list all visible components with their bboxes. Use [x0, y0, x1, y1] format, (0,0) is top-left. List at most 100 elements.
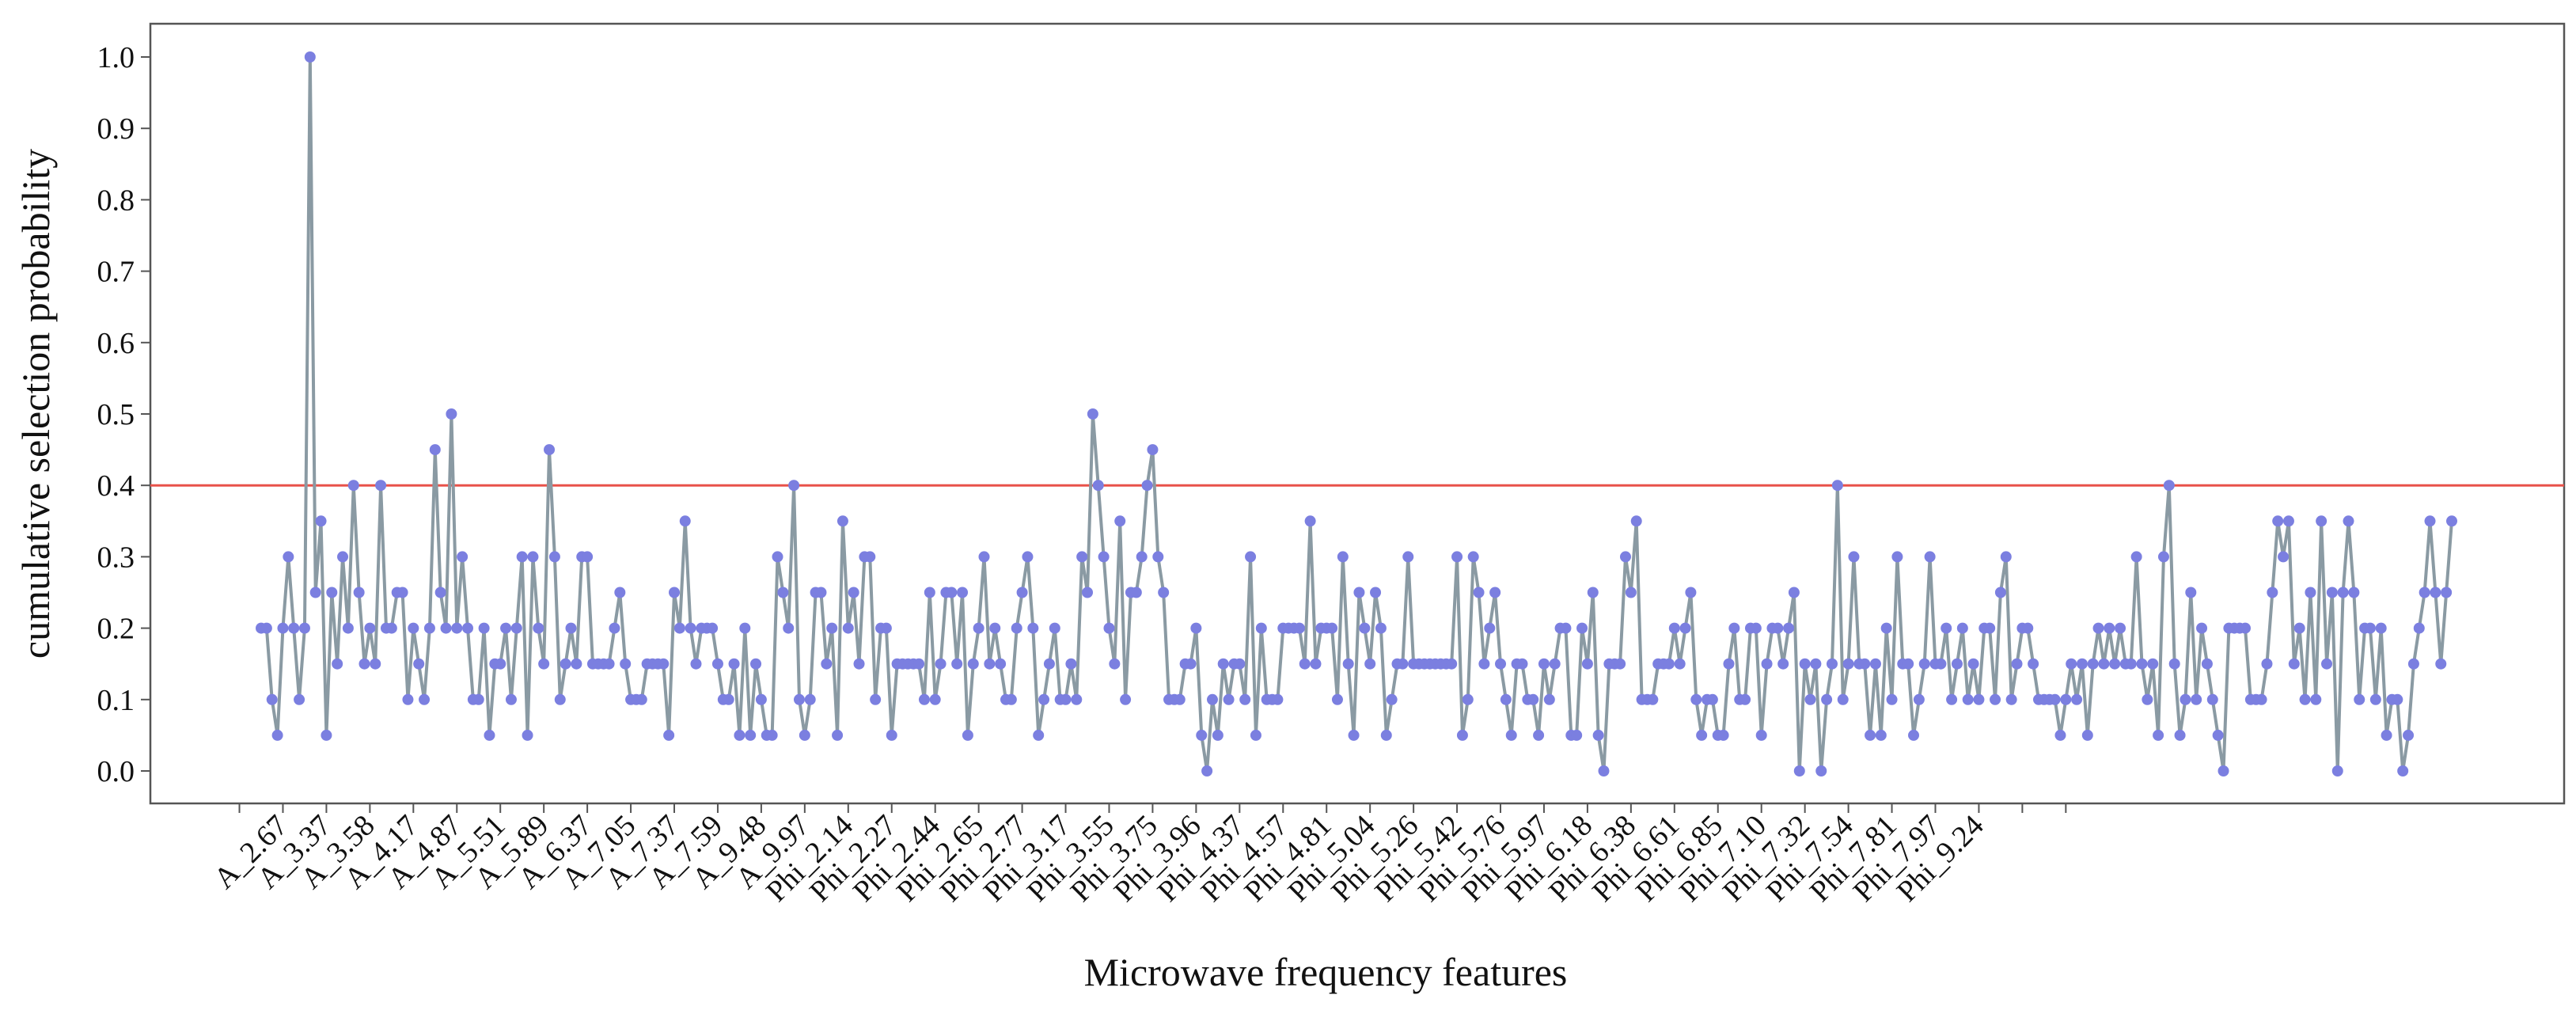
- data-point: [2191, 693, 2202, 705]
- data-point: [505, 693, 517, 705]
- data-point: [1728, 622, 1740, 634]
- data-point: [913, 658, 925, 670]
- data-point: [1359, 622, 1371, 634]
- data-point: [495, 658, 506, 670]
- data-point: [1043, 658, 1055, 670]
- data-point: [1668, 622, 1680, 634]
- data-point: [1685, 587, 1697, 598]
- data-point: [2157, 551, 2169, 563]
- data-point: [1022, 551, 1034, 563]
- data-point: [2375, 622, 2387, 634]
- data-point: [1353, 587, 1365, 598]
- data-point: [315, 515, 327, 527]
- data-point: [2011, 658, 2023, 670]
- data-point: [2430, 587, 2441, 598]
- data-point: [2282, 515, 2294, 527]
- data-point: [565, 622, 577, 634]
- x-axis-title: Microwave frequency features: [1084, 950, 1568, 994]
- data-point: [1973, 693, 1985, 705]
- data-point: [1935, 658, 1947, 670]
- data-point: [1761, 658, 1773, 670]
- data-point: [1201, 765, 1213, 776]
- data-point: [1370, 587, 1382, 598]
- data-point: [1706, 693, 1718, 705]
- data-point: [1723, 658, 1735, 670]
- data-point: [2206, 693, 2218, 705]
- data-point: [673, 622, 685, 634]
- data-point: [984, 658, 996, 670]
- data-point: [2397, 765, 2409, 776]
- data-point: [1913, 693, 1925, 705]
- data-point: [2369, 693, 2381, 705]
- data-point: [337, 551, 349, 563]
- data-point: [1500, 693, 1512, 705]
- data-point: [821, 658, 833, 670]
- data-point: [2413, 622, 2425, 634]
- data-point: [283, 551, 294, 563]
- data-point: [266, 693, 278, 705]
- data-point: [609, 622, 620, 634]
- y-tick-label: 0.2: [97, 613, 135, 646]
- data-point: [288, 622, 300, 634]
- data-point: [1821, 693, 1833, 705]
- data-point: [2278, 551, 2290, 563]
- data-point: [1217, 658, 1229, 670]
- y-tick-label: 1.0: [97, 41, 135, 74]
- y-tick-label: 0.7: [97, 256, 135, 289]
- data-point: [544, 444, 556, 456]
- data-point: [2054, 729, 2066, 741]
- data-point: [1141, 480, 1153, 492]
- data-point: [886, 729, 897, 741]
- data-point: [2305, 587, 2316, 598]
- data-point: [870, 693, 882, 705]
- data-point: [2115, 622, 2126, 634]
- data-point: [1918, 658, 1930, 670]
- data-point: [516, 551, 528, 563]
- data-point: [1793, 765, 1805, 776]
- data-point: [1560, 622, 1572, 634]
- data-point: [755, 693, 767, 705]
- data-point: [1337, 551, 1349, 563]
- data-point: [2196, 622, 2208, 634]
- data-point: [1516, 658, 1528, 670]
- data-point: [451, 622, 463, 634]
- data-point: [1848, 551, 1860, 563]
- data-point: [1082, 587, 1094, 598]
- data-point: [1310, 658, 1322, 670]
- data-point: [1005, 693, 1017, 705]
- data-point: [1842, 658, 1854, 670]
- y-tick-label: 0.8: [97, 184, 135, 217]
- data-point: [260, 622, 272, 634]
- data-point: [2293, 622, 2305, 634]
- data-point: [533, 622, 544, 634]
- data-point: [772, 551, 783, 563]
- data-point: [1777, 658, 1789, 670]
- data-point: [347, 480, 359, 492]
- data-point: [1098, 551, 1110, 563]
- data-point: [1717, 729, 1729, 741]
- data-point: [271, 729, 283, 741]
- data-point: [2104, 622, 2115, 634]
- data-point: [2098, 658, 2110, 670]
- data-point: [1859, 658, 1871, 670]
- data-point: [799, 729, 810, 741]
- data-point: [2060, 693, 2072, 705]
- data-point: [1375, 622, 1387, 634]
- data-point: [1364, 658, 1376, 670]
- data-point: [1619, 551, 1631, 563]
- data-point: [1239, 693, 1251, 705]
- data-point: [929, 693, 941, 705]
- data-point: [294, 693, 305, 705]
- data-point: [304, 51, 316, 63]
- data-point: [2446, 515, 2457, 527]
- data-point: [2316, 515, 2328, 527]
- data-point: [1293, 622, 1305, 634]
- data-point: [957, 587, 969, 598]
- data-point: [2028, 658, 2039, 670]
- data-point: [2180, 693, 2191, 705]
- data-point: [2441, 587, 2453, 598]
- data-point: [375, 480, 387, 492]
- data-point: [935, 658, 947, 670]
- data-point: [603, 658, 615, 670]
- data-point: [1886, 693, 1898, 705]
